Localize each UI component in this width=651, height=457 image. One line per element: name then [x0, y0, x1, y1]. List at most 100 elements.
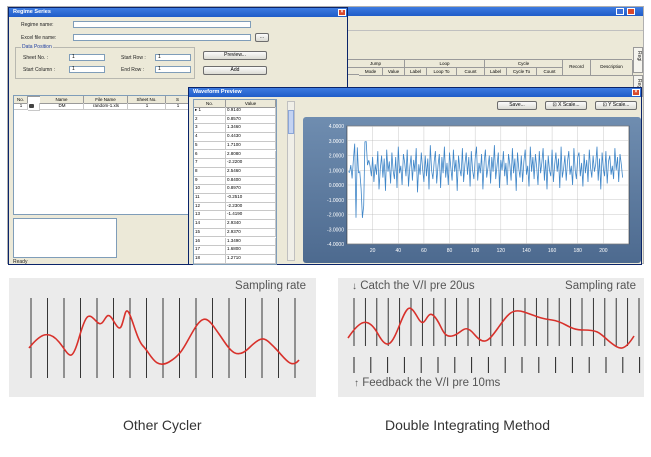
- value-row-value[interactable]: 1.2710: [226, 254, 276, 264]
- regime-lower-panel: [13, 218, 117, 258]
- data-position-group: [15, 47, 195, 79]
- grid-scrollbar[interactable]: [287, 101, 295, 261]
- value-row-no[interactable]: 4: [194, 133, 226, 142]
- sheet-no-stepper[interactable]: 1: [69, 54, 105, 61]
- y-tick-label: -2.0000: [327, 213, 344, 219]
- caption-double-integrating: Double Integrating Method: [385, 417, 550, 433]
- value-row-value[interactable]: 2.9370: [226, 228, 276, 238]
- x-tick-label: 200: [599, 248, 608, 254]
- value-grid-header-value[interactable]: Value: [226, 100, 276, 108]
- value-row-no[interactable]: 10: [194, 185, 226, 194]
- col-loop-label[interactable]: Label: [405, 68, 427, 76]
- table-icon-cell[interactable]: [28, 103, 40, 111]
- excel-file-input[interactable]: [73, 34, 251, 41]
- add-button[interactable]: Add: [203, 66, 267, 75]
- signal-curve: [347, 307, 635, 349]
- value-row-no[interactable]: 14: [194, 220, 226, 229]
- y-tick-label: 4.0000: [329, 124, 345, 130]
- value-row-no[interactable]: 17: [194, 246, 226, 255]
- value-row-no[interactable]: 13: [194, 211, 226, 221]
- table-row[interactable]: 1: [14, 103, 28, 110]
- table-cell-sheet[interactable]: 1: [128, 103, 166, 110]
- col-mode[interactable]: Mode: [359, 68, 383, 76]
- y-scale-button[interactable]: ⊡ Y Scale...: [595, 101, 637, 110]
- value-row-value[interactable]: 2.5460: [226, 167, 276, 177]
- y-tick-label: 0.0000: [329, 183, 345, 189]
- side-tab-1[interactable]: Regi: [633, 47, 643, 73]
- browse-button[interactable]: ...: [255, 33, 269, 42]
- regime-name-input[interactable]: [73, 21, 251, 28]
- value-row-no[interactable]: 8: [194, 167, 226, 177]
- grid-scrollbar-thumb[interactable]: [288, 110, 294, 134]
- x-scale-button[interactable]: ⊡ X Scale...: [545, 101, 587, 110]
- th-icon[interactable]: [28, 96, 40, 97]
- value-row-value[interactable]: -1.4190: [226, 211, 276, 221]
- value-row-no[interactable]: 7: [194, 159, 226, 168]
- value-row-value[interactable]: 1.3460: [226, 124, 276, 134]
- main-close-button[interactable]: [627, 8, 635, 15]
- value-row-no[interactable]: ▸ 1: [194, 107, 226, 116]
- save-button[interactable]: Save...: [497, 101, 537, 110]
- col-record[interactable]: Record: [563, 60, 591, 76]
- col-value[interactable]: Value: [383, 68, 405, 76]
- col-description[interactable]: Description: [591, 60, 633, 76]
- preview-button[interactable]: Preview...: [203, 51, 267, 60]
- value-row-value[interactable]: -2.2300: [226, 202, 276, 212]
- col-cycle-count[interactable]: Count: [537, 68, 563, 76]
- x-scale-icon: ⊡: [552, 102, 559, 108]
- waveform-close-button[interactable]: ×: [632, 89, 640, 96]
- value-row-value[interactable]: -0.2510: [226, 194, 276, 203]
- table-cell-s[interactable]: 1: [166, 103, 190, 110]
- software-screenshot: Jump Loop Cycle Mode Value Label Loop To…: [7, 6, 644, 265]
- value-row-value[interactable]: 2.8080: [226, 150, 276, 160]
- col-jump: Jump: [347, 60, 405, 68]
- value-row-value[interactable]: 0.9140: [226, 107, 276, 116]
- start-row-label: Start Row :: [121, 55, 146, 61]
- value-row-no[interactable]: 9: [194, 176, 226, 186]
- value-row-value[interactable]: 2.9340: [226, 220, 276, 229]
- value-row-no[interactable]: 3: [194, 124, 226, 134]
- value-row-no[interactable]: 16: [194, 237, 226, 247]
- diagram-left-panel: Sampling rate: [9, 278, 316, 397]
- th-file-name[interactable]: File Name: [84, 96, 128, 104]
- feedback-label: ↑ Feedback the V/I pre 10ms: [354, 377, 500, 389]
- end-row-stepper[interactable]: 1: [155, 66, 191, 73]
- value-row-no[interactable]: 15: [194, 228, 226, 238]
- table-cell-name[interactable]: DM: [40, 103, 84, 110]
- diagram-right-svg: [347, 298, 641, 373]
- value-grid-header-no[interactable]: No.: [194, 100, 226, 108]
- col-cycle-label[interactable]: Label: [485, 68, 507, 76]
- value-row-value[interactable]: 1.7100: [226, 141, 276, 151]
- value-row-no[interactable]: 6: [194, 150, 226, 160]
- main-minimize-button[interactable]: [616, 8, 624, 15]
- th-sheet-no[interactable]: Sheet No.: [128, 96, 166, 104]
- value-row-value[interactable]: 1.3490: [226, 237, 276, 247]
- value-row-value[interactable]: 1.6800: [226, 246, 276, 255]
- start-column-stepper[interactable]: 1: [69, 66, 105, 73]
- col-loop-count[interactable]: Count: [457, 68, 485, 76]
- regime-close-button[interactable]: ×: [338, 9, 346, 16]
- th-name[interactable]: Name: [40, 96, 84, 104]
- waveform-titlebar: Waveform Preview ×: [189, 88, 641, 97]
- value-row-no[interactable]: 12: [194, 202, 226, 212]
- value-row-value[interactable]: -2.2200: [226, 159, 276, 168]
- th-no[interactable]: No.: [14, 96, 28, 104]
- value-row-value[interactable]: 0.8400: [226, 176, 276, 186]
- caption-other-cycler: Other Cycler: [123, 417, 202, 433]
- sampling-rate-label-left: Sampling rate: [235, 280, 306, 292]
- value-row-value[interactable]: 0.4430: [226, 133, 276, 142]
- regime-name-label: Regime name:: [21, 22, 54, 28]
- start-row-stepper[interactable]: 1: [155, 54, 191, 61]
- value-row-no[interactable]: 5: [194, 141, 226, 151]
- col-cycle-to[interactable]: Cycle To: [507, 68, 537, 76]
- value-row-value[interactable]: 0.8970: [226, 185, 276, 194]
- x-tick-label: 20: [370, 248, 376, 254]
- table-cell-file[interactable]: random-1.xls: [84, 103, 128, 110]
- main-toolbar: [343, 17, 643, 31]
- value-row-no[interactable]: 18: [194, 254, 226, 264]
- value-row-value[interactable]: 0.8570: [226, 115, 276, 125]
- value-row-no[interactable]: 11: [194, 194, 226, 203]
- excel-file-label: Excel file name:: [21, 35, 57, 41]
- col-loop-to[interactable]: Loop To: [427, 68, 457, 76]
- value-row-no[interactable]: 2: [194, 115, 226, 125]
